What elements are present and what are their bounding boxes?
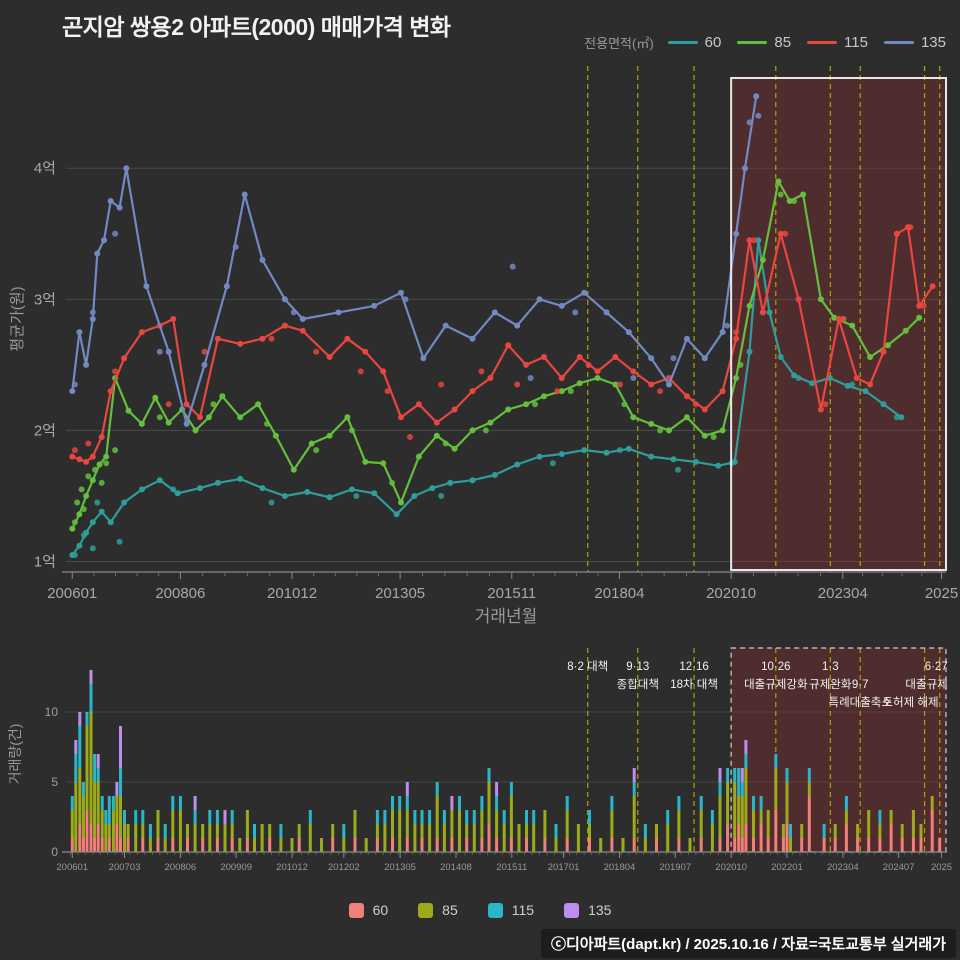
volume-legend-item-135[interactable]: 135 — [564, 902, 611, 918]
policy-annotations: 8·2 대책 9·13 종합대책 12·16 18차 대책 10·26 대출규제강화 1·3 규… — [567, 659, 947, 709]
svg-text:2025: 2025 — [931, 862, 952, 873]
legend-item-label: 60 — [704, 34, 722, 51]
legend-item-label: 85 — [442, 902, 458, 918]
area-legend: 전용면적(㎡) 60 85 115 135 — [584, 33, 946, 52]
volume-legend: 60 85 115 135 — [0, 902, 960, 918]
area-legend-label: 전용면적(㎡) — [584, 36, 654, 51]
svg-text:대출규제: 대출규제 — [905, 678, 947, 691]
legend-line-swatch — [883, 41, 914, 44]
svg-text:202201: 202201 — [771, 862, 803, 873]
svg-text:9·13: 9·13 — [626, 661, 649, 673]
svg-text:18차 대책: 18차 대책 — [670, 677, 718, 691]
svg-text:0: 0 — [51, 845, 58, 859]
page-title: 곤지암 쌍용2 아파트(2000) 매매가격 변화 — [62, 14, 451, 40]
svg-text:4억: 4억 — [34, 160, 56, 177]
legend-square-swatch — [564, 902, 580, 918]
area-legend-items: 60 85 115 135 — [667, 34, 946, 51]
svg-text:201701: 201701 — [548, 862, 580, 873]
legend-item-135[interactable]: 135 — [883, 34, 946, 51]
legend-item-label: 135 — [920, 34, 946, 51]
svg-text:6·27: 6·27 — [925, 661, 948, 673]
volume-bar-chart: 0 5 10 200601 200703 200806 200909 201012 201202… — [7, 647, 952, 873]
legend-item-85[interactable]: 85 — [737, 34, 791, 51]
legend-item-60[interactable]: 60 — [667, 34, 722, 51]
legend-item-label: 60 — [372, 902, 389, 918]
svg-text:1·3: 1·3 — [822, 661, 839, 673]
policy-lines — [587, 66, 941, 572]
volume-legend-item-85[interactable]: 85 — [418, 902, 458, 918]
price-yaxis-title: 평균가(원) — [9, 286, 26, 351]
svg-text:201305: 201305 — [384, 862, 416, 873]
svg-text:201012: 201012 — [276, 862, 308, 873]
legend-line-swatch — [737, 41, 768, 44]
svg-text:201907: 201907 — [659, 862, 691, 873]
volume-bars — [70, 670, 942, 852]
svg-text:202407: 202407 — [883, 862, 915, 873]
legend-item-label: 135 — [588, 902, 612, 918]
svg-text:201511: 201511 — [496, 862, 527, 873]
svg-text:201804: 201804 — [604, 862, 636, 873]
volume-yaxis-title: 거래량(건) — [7, 724, 23, 785]
price-xaxis-title: 거래년월 — [475, 607, 538, 626]
legend-square-swatch — [348, 902, 364, 918]
highlight-border — [730, 77, 948, 571]
svg-text:2억: 2억 — [34, 422, 56, 439]
price-series-60 — [69, 237, 905, 558]
svg-text:특례대출축소: 특례대출축소 — [828, 696, 891, 709]
svg-text:200806: 200806 — [155, 585, 205, 602]
legend-square-swatch — [418, 902, 434, 918]
svg-text:201804: 201804 — [594, 585, 644, 602]
svg-text:200601: 200601 — [47, 585, 97, 602]
svg-text:2025: 2025 — [925, 585, 958, 602]
svg-text:8·2 대책: 8·2 대책 — [567, 659, 608, 673]
svg-text:5: 5 — [51, 775, 58, 789]
svg-text:200703: 200703 — [109, 862, 141, 873]
svg-text:10: 10 — [45, 705, 59, 719]
svg-text:토허제 해제: 토허제 해제 — [882, 696, 938, 709]
svg-text:대출규제강화: 대출규제강화 — [744, 678, 808, 691]
svg-text:12·16: 12·16 — [679, 661, 708, 673]
svg-text:200909: 200909 — [220, 862, 252, 873]
svg-text:200806: 200806 — [165, 862, 197, 873]
svg-text:종합대책: 종합대책 — [617, 677, 659, 691]
svg-text:규제완화: 규제완화 — [809, 678, 852, 691]
svg-text:202010: 202010 — [715, 862, 747, 873]
legend-square-swatch — [487, 902, 503, 918]
volume-legend-item-115[interactable]: 115 — [487, 902, 535, 918]
svg-text:202010: 202010 — [706, 585, 756, 602]
svg-text:201012: 201012 — [267, 585, 317, 602]
policy-lines — [587, 648, 941, 852]
legend-line-swatch — [807, 41, 838, 44]
svg-text:202304: 202304 — [827, 862, 859, 873]
svg-text:9·7: 9·7 — [852, 679, 869, 691]
svg-text:201202: 201202 — [328, 862, 360, 873]
svg-text:1억: 1억 — [34, 554, 56, 571]
legend-item-label: 115 — [844, 34, 868, 51]
svg-text:201408: 201408 — [440, 862, 472, 873]
legend-item-label: 85 — [774, 34, 792, 51]
legend-item-115[interactable]: 115 — [807, 34, 868, 51]
svg-text:202304: 202304 — [818, 585, 868, 602]
price-line-chart: 1억 2억 3억 4억 200601 200806 201012 201305 201511 20… — [9, 66, 958, 626]
svg-text:3억: 3억 — [34, 291, 56, 308]
svg-text:201511: 201511 — [487, 585, 536, 602]
price-series-135 — [69, 93, 762, 427]
volume-legend-item-60[interactable]: 60 — [348, 902, 389, 918]
svg-text:201305: 201305 — [375, 585, 425, 602]
legend-item-label: 115 — [511, 902, 535, 918]
legend-line-swatch — [667, 41, 698, 44]
copyright-footer: ⓒ디아파트(dapt.kr) / 2025.10.16 / 자료=국토교통부 실… — [540, 929, 956, 958]
svg-text:10·26: 10·26 — [761, 661, 790, 673]
svg-text:200601: 200601 — [56, 862, 88, 873]
